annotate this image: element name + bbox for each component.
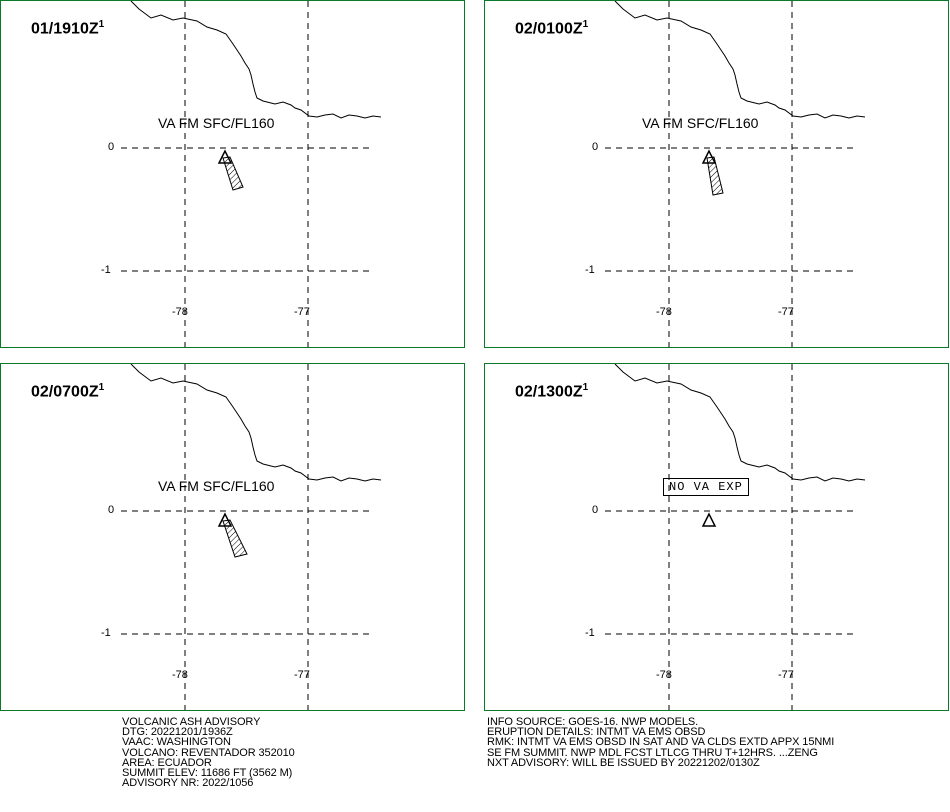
lon-tick-label: -78 [172, 669, 188, 681]
lat-tick-label: -1 [101, 627, 111, 639]
lon-tick-label: -77 [778, 669, 794, 681]
lat-tick-label: -1 [585, 627, 595, 639]
lat-tick-label: 0 [108, 504, 115, 516]
forecast-time-text: 01/1910Z [31, 20, 99, 38]
coastline [614, 1, 866, 119]
map-panel-4: 02/1300Z1 NO VA EXP 0 -1 -78 -77 [484, 363, 949, 711]
coastline [130, 1, 382, 119]
lon-tick-label: -78 [656, 669, 672, 681]
coastline [614, 364, 866, 482]
advisory-text-right: INFO SOURCE: GOES-16. NWP MODELS. ERUPTI… [487, 716, 835, 769]
map-panel-2: 02/0100Z1 VA FM SFC/FL160 0 -1 -78 -77 [484, 0, 949, 348]
forecast-time-sup: 1 [582, 382, 589, 393]
lat-tick-label: 0 [592, 141, 599, 153]
lat-tick-label: 0 [592, 504, 599, 516]
advisory-line: SUMMIT ELEV: 11686 FT (3562 M) [122, 767, 293, 780]
advisory-line: ERUPTION DETAILS: INTMT VA EMS OBSD [487, 726, 706, 739]
forecast-time: 02/1300Z1 [515, 382, 588, 401]
ash-plume [222, 156, 244, 191]
forecast-time: 02/0700Z1 [31, 382, 104, 401]
lon-tick-label: -78 [656, 306, 672, 318]
lat-tick-label: 0 [108, 141, 115, 153]
advisory-line: VOLCANIC ASH ADVISORY [122, 716, 261, 728]
advisory-line: SE FM SUMMIT. NWP MDL FCST LTLCG THRU T+… [487, 746, 818, 759]
ash-level-label: VA FM SFC/FL160 [158, 478, 275, 494]
ash-plume [222, 519, 248, 558]
map-graphics [121, 1, 382, 347]
volcano-icon [701, 512, 717, 527]
advisory-line: AREA: ECUADOR [122, 756, 212, 769]
advisory-line: NXT ADVISORY: WILL BE ISSUED BY 20221202… [487, 756, 760, 769]
forecast-time-text: 02/0100Z [515, 20, 583, 38]
coastline [130, 364, 382, 482]
forecast-time: 02/0100Z1 [515, 19, 588, 38]
forecast-time-sup: 1 [98, 19, 105, 30]
advisory-line: DTG: 20221201/1936Z [122, 726, 233, 739]
ash-plume [706, 156, 724, 196]
advisory-line: INFO SOURCE: GOES-16. NWP MODELS. [487, 716, 699, 728]
lon-tick-label: -77 [778, 306, 794, 318]
forecast-time-sup: 1 [98, 382, 105, 393]
advisory-line: VOLCANO: REVENTADOR 352010 [122, 746, 295, 759]
lat-tick-label: -1 [585, 264, 595, 276]
forecast-time-text: 02/0700Z [31, 383, 99, 401]
map-panel-3: 02/0700Z1 VA FM SFC/FL160 0 -1 -78 -77 [0, 363, 465, 711]
forecast-time-text: 02/1300Z [515, 383, 583, 401]
ash-level-label: VA FM SFC/FL160 [158, 115, 275, 131]
map-panel-1: 01/1910Z1 VA FM SFC/FL160 0 -1 -78 -77 [0, 0, 465, 348]
advisory-line: RMK: INTMT VA EMS OBSD IN SAT AND VA CLD… [487, 736, 835, 749]
advisory-line: VAAC: WASHINGTON [122, 736, 231, 749]
lon-tick-label: -77 [294, 306, 310, 318]
advisory-line: ADVISORY NR: 2022/1056 [122, 777, 254, 790]
map-graphics [605, 1, 866, 347]
no-ash-expected-label: NO VA EXP [663, 478, 749, 496]
forecast-time: 01/1910Z1 [31, 19, 104, 38]
map-graphics [121, 364, 382, 710]
lon-tick-label: -78 [172, 306, 188, 318]
ash-level-label: VA FM SFC/FL160 [642, 115, 759, 131]
lat-tick-label: -1 [101, 264, 111, 276]
forecast-time-sup: 1 [582, 19, 589, 30]
lon-tick-label: -77 [294, 669, 310, 681]
advisory-text-left: VOLCANIC ASH ADVISORY DTG: 20221201/1936… [122, 716, 295, 790]
map-graphics [605, 364, 866, 710]
